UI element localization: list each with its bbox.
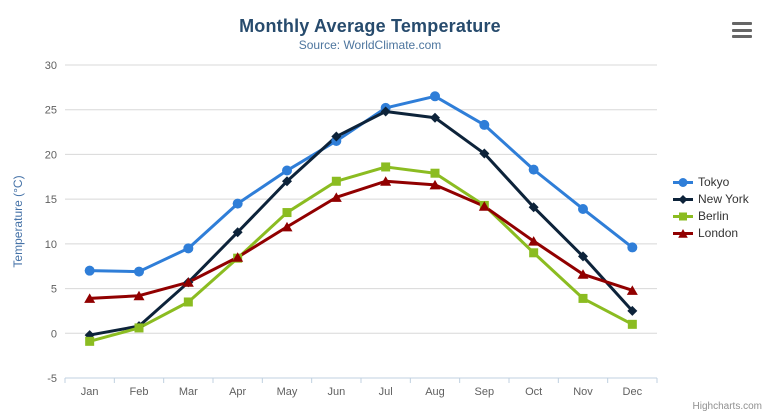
series-tokyo-marker: [134, 266, 144, 277]
series-berlin-marker: [331, 176, 341, 186]
x-axis-label: Feb: [130, 386, 149, 398]
series-new-york-marker: [430, 112, 440, 123]
legend-item-berlin[interactable]: Berlin: [673, 210, 749, 223]
chart-title: Monthly Average Temperature: [239, 16, 501, 36]
x-axis-label: Dec: [623, 386, 643, 398]
series-tokyo-marker: [430, 91, 440, 102]
series-line-new-york: [88, 110, 634, 337]
legend-item-tokyo[interactable]: Tokyo: [673, 176, 749, 189]
series-berlin-marker: [183, 297, 193, 307]
hamburger-bar: [732, 22, 752, 25]
series-london-marker: [133, 290, 145, 301]
x-axis-label: Nov: [573, 386, 593, 398]
series-tokyo-marker: [282, 165, 292, 176]
series-tokyo-marker: [528, 164, 539, 175]
series-line-london: [88, 179, 634, 300]
series-london-marker: [182, 277, 194, 287]
series-london-marker: [380, 176, 392, 186]
series-new-york-marker: [479, 148, 490, 159]
legend-circle-icon: [673, 178, 693, 187]
series-london-marker: [232, 252, 244, 262]
series-new-york-marker: [232, 227, 243, 238]
series-tokyo-marker: [627, 242, 638, 253]
credits-link[interactable]: Highcharts.com: [692, 401, 762, 412]
series-new-york-marker: [331, 131, 342, 142]
legend-triangle-icon: [673, 229, 693, 238]
series-tokyo-marker: [232, 198, 243, 209]
series-berlin-marker: [430, 168, 440, 178]
series-new-york-marker: [578, 251, 588, 262]
x-axis-label: Jul: [379, 386, 393, 398]
x-axis-label: May: [277, 386, 298, 398]
legend-square-icon: [673, 212, 693, 221]
x-axis-label: Aug: [425, 386, 445, 398]
hamburger-menu-icon[interactable]: [730, 20, 754, 40]
series-berlin-marker: [529, 248, 539, 258]
series-berlin-marker: [578, 293, 588, 303]
legend-diamond-icon: [673, 195, 693, 204]
legend-label-london: London: [698, 226, 739, 240]
legend-item-london[interactable]: London: [673, 227, 749, 240]
series-london-marker: [478, 201, 490, 211]
series-berlin-marker: [381, 162, 391, 172]
x-axis-label: Apr: [229, 386, 246, 398]
series-tokyo-marker: [479, 119, 490, 130]
x-axis-label: Mar: [179, 386, 198, 398]
series-london-marker: [577, 269, 589, 279]
series-berlin-marker: [85, 336, 95, 346]
series-tokyo-marker: [183, 243, 194, 254]
series-tokyo-marker: [578, 203, 588, 214]
series-london-marker: [429, 179, 441, 190]
x-axis-label: Jan: [81, 386, 99, 398]
series-london-marker: [330, 192, 342, 202]
series-london-marker: [626, 285, 638, 295]
series-tokyo-marker: [84, 265, 95, 276]
hamburger-bar: [732, 35, 752, 38]
y-axis-label: -5: [47, 373, 57, 385]
series-line-berlin: [88, 165, 634, 343]
y-axis-label: 5: [51, 284, 57, 296]
y-axis-label: 25: [45, 105, 57, 117]
series-berlin-marker: [134, 323, 144, 333]
series-new-york-marker: [282, 176, 292, 187]
hamburger-bar: [732, 28, 752, 32]
series-berlin-marker: [282, 208, 292, 218]
legend-label-tokyo: Tokyo: [698, 175, 730, 189]
y-axis-label: 30: [45, 60, 57, 72]
series-london-marker: [281, 221, 293, 232]
series-new-york-marker: [380, 106, 391, 117]
series-new-york-marker: [627, 305, 638, 316]
x-axis-label: Sep: [475, 386, 495, 398]
x-axis-label: Jun: [327, 386, 345, 398]
series-london-marker: [84, 293, 96, 303]
legend-label-berlin: Berlin: [698, 209, 729, 223]
y-axis-title: Temperature (°C): [11, 175, 25, 267]
y-axis-label: 0: [51, 328, 57, 340]
legend-label-new-york: New York: [698, 192, 749, 206]
legend-item-new-york[interactable]: New York: [673, 193, 749, 206]
y-axis-label: 20: [45, 149, 57, 161]
series-berlin-marker: [627, 319, 637, 329]
y-axis-label: 10: [45, 239, 57, 251]
x-axis-label: Oct: [525, 386, 542, 398]
y-axis-label: 15: [45, 194, 57, 206]
series-new-york-marker: [528, 202, 539, 213]
series-london-marker: [528, 236, 540, 246]
chart-subtitle: Source: WorldClimate.com: [298, 38, 442, 52]
legend: Tokyo New York Berlin London: [673, 176, 749, 240]
